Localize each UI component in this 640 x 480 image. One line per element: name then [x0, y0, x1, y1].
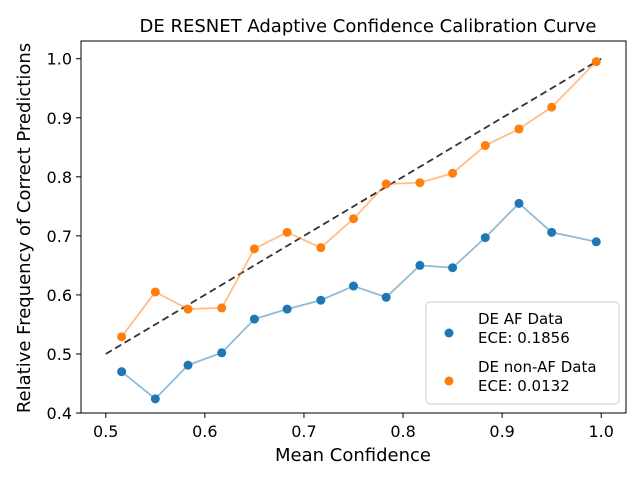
chart-title: DE RESNET Adaptive Confidence Calibratio… [140, 16, 597, 37]
data-point-0 [480, 233, 490, 243]
data-point-0 [117, 367, 127, 377]
data-point-0 [249, 314, 259, 324]
data-point-1 [381, 179, 391, 189]
data-point-1 [349, 214, 358, 224]
data-point-1 [150, 287, 160, 297]
data-point-0 [415, 260, 425, 270]
data-point-1 [217, 303, 227, 313]
data-point-1 [415, 178, 425, 188]
data-point-1 [448, 168, 458, 178]
y-tick-label: 0.5 [47, 345, 72, 364]
y-tick-label: 0.8 [47, 168, 72, 187]
data-point-0 [514, 198, 524, 208]
data-point-0 [183, 360, 193, 370]
x-tick-label: 0.9 [489, 422, 514, 441]
legend-ece-1: ECE: 0.0132 [478, 377, 570, 395]
legend-ece-0: ECE: 0.1856 [478, 329, 570, 347]
data-point-1 [547, 102, 557, 112]
data-point-0 [381, 292, 391, 302]
data-point-0 [591, 237, 601, 247]
axes-frame [80, 40, 627, 414]
x-tick-label: 1.0 [589, 422, 614, 441]
data-point-0 [316, 295, 326, 305]
data-point-1 [591, 57, 601, 67]
legend-marker-0 [444, 328, 454, 338]
legend-label-0: DE AF Data [478, 310, 563, 328]
plot-area: 0.5 0.6 0.7 0.8 0.9 1.0 0.4 0.5 0.6 0.7 0.8 0.9 1.0 [47, 40, 627, 441]
data-point-0 [349, 281, 358, 291]
y-tick-label: 0.9 [47, 109, 72, 128]
x-tick-label: 0.5 [93, 422, 118, 441]
series-line-1 [120, 61, 597, 338]
data-point-1 [117, 332, 127, 342]
y-tick-label: 1.0 [47, 50, 72, 69]
legend-label-1: DE non-AF Data [478, 358, 597, 376]
data-point-0 [547, 227, 557, 237]
data-point-1 [183, 304, 193, 314]
data-point-0 [217, 348, 227, 358]
perfect-calibration-line [105, 57, 602, 355]
data-point-0 [150, 394, 160, 404]
x-axis-label: Mean Confidence [275, 445, 431, 466]
x-tick-label: 0.8 [390, 422, 415, 441]
data-point-0 [282, 304, 292, 314]
x-tick-label: 0.6 [192, 422, 217, 441]
data-point-1 [316, 243, 326, 253]
data-point-0 [448, 263, 458, 273]
y-axis-label: Relative Frequency of Correct Prediction… [14, 43, 35, 413]
y-tick-label: 0.7 [47, 227, 72, 246]
data-point-1 [249, 244, 259, 254]
y-tick-label: 0.4 [47, 404, 72, 423]
data-point-1 [282, 227, 292, 237]
data-point-1 [514, 124, 524, 134]
x-tick-label: 0.7 [291, 422, 316, 441]
legend-marker-1 [444, 376, 454, 386]
data-point-1 [480, 141, 490, 151]
legend-box [425, 301, 620, 405]
y-tick-label: 0.6 [47, 286, 72, 305]
